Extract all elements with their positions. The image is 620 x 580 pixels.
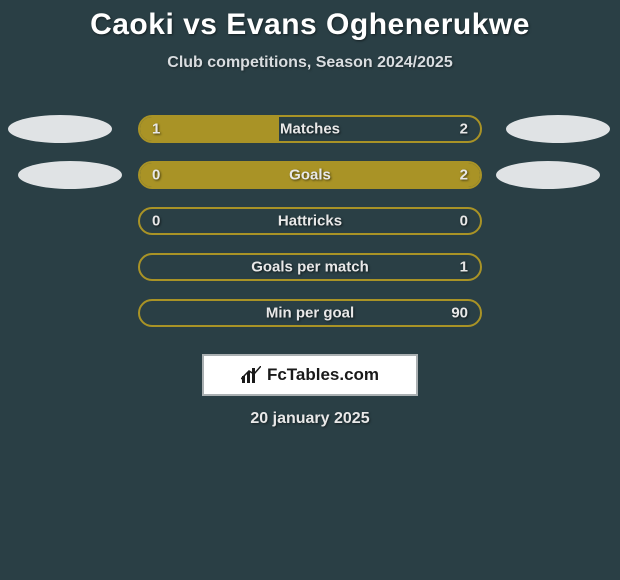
chart-container: Caoki vs Evans Oghenerukwe Club competit… (0, 0, 620, 428)
bar-fill-left (140, 117, 279, 141)
player-marker-right (496, 161, 600, 189)
stat-value-right: 1 (460, 259, 468, 276)
bar-fill-right (140, 163, 480, 187)
stat-bar: Goals per match1 (138, 253, 482, 281)
stat-label: Min per goal (140, 305, 480, 322)
stat-value-left: 0 (152, 213, 160, 230)
bar-chart-icon (241, 366, 261, 384)
stat-row: Goals per match1 (0, 244, 620, 290)
stat-row: Goals02 (0, 152, 620, 198)
stat-bar: Hattricks0 0 (138, 207, 482, 235)
stat-bar: Matches12 (138, 115, 482, 143)
player-marker-left (18, 161, 122, 189)
player-marker-left (8, 115, 112, 143)
stat-label: Goals per match (140, 259, 480, 276)
stat-row: Min per goal90 (0, 290, 620, 336)
stat-value-right: 2 (460, 121, 468, 138)
stat-value-right: 90 (451, 305, 468, 322)
page-title: Caoki vs Evans Oghenerukwe (0, 8, 620, 42)
stat-bar: Goals02 (138, 161, 482, 189)
stat-label: Hattricks (140, 213, 480, 230)
stats-list: Matches12 Goals02 Hattricks0 0 Goals per mat… (0, 106, 620, 336)
source-badge-text: FcTables.com (267, 365, 379, 385)
stat-value-right: 0 (460, 213, 468, 230)
subtitle: Club competitions, Season 2024/2025 (0, 54, 620, 72)
source-badge[interactable]: FcTables.com (202, 354, 418, 396)
stat-bar: Min per goal90 (138, 299, 482, 327)
player-marker-right (506, 115, 610, 143)
stat-row: Hattricks0 0 (0, 198, 620, 244)
date-label: 20 january 2025 (0, 410, 620, 428)
stat-row: Matches12 (0, 106, 620, 152)
